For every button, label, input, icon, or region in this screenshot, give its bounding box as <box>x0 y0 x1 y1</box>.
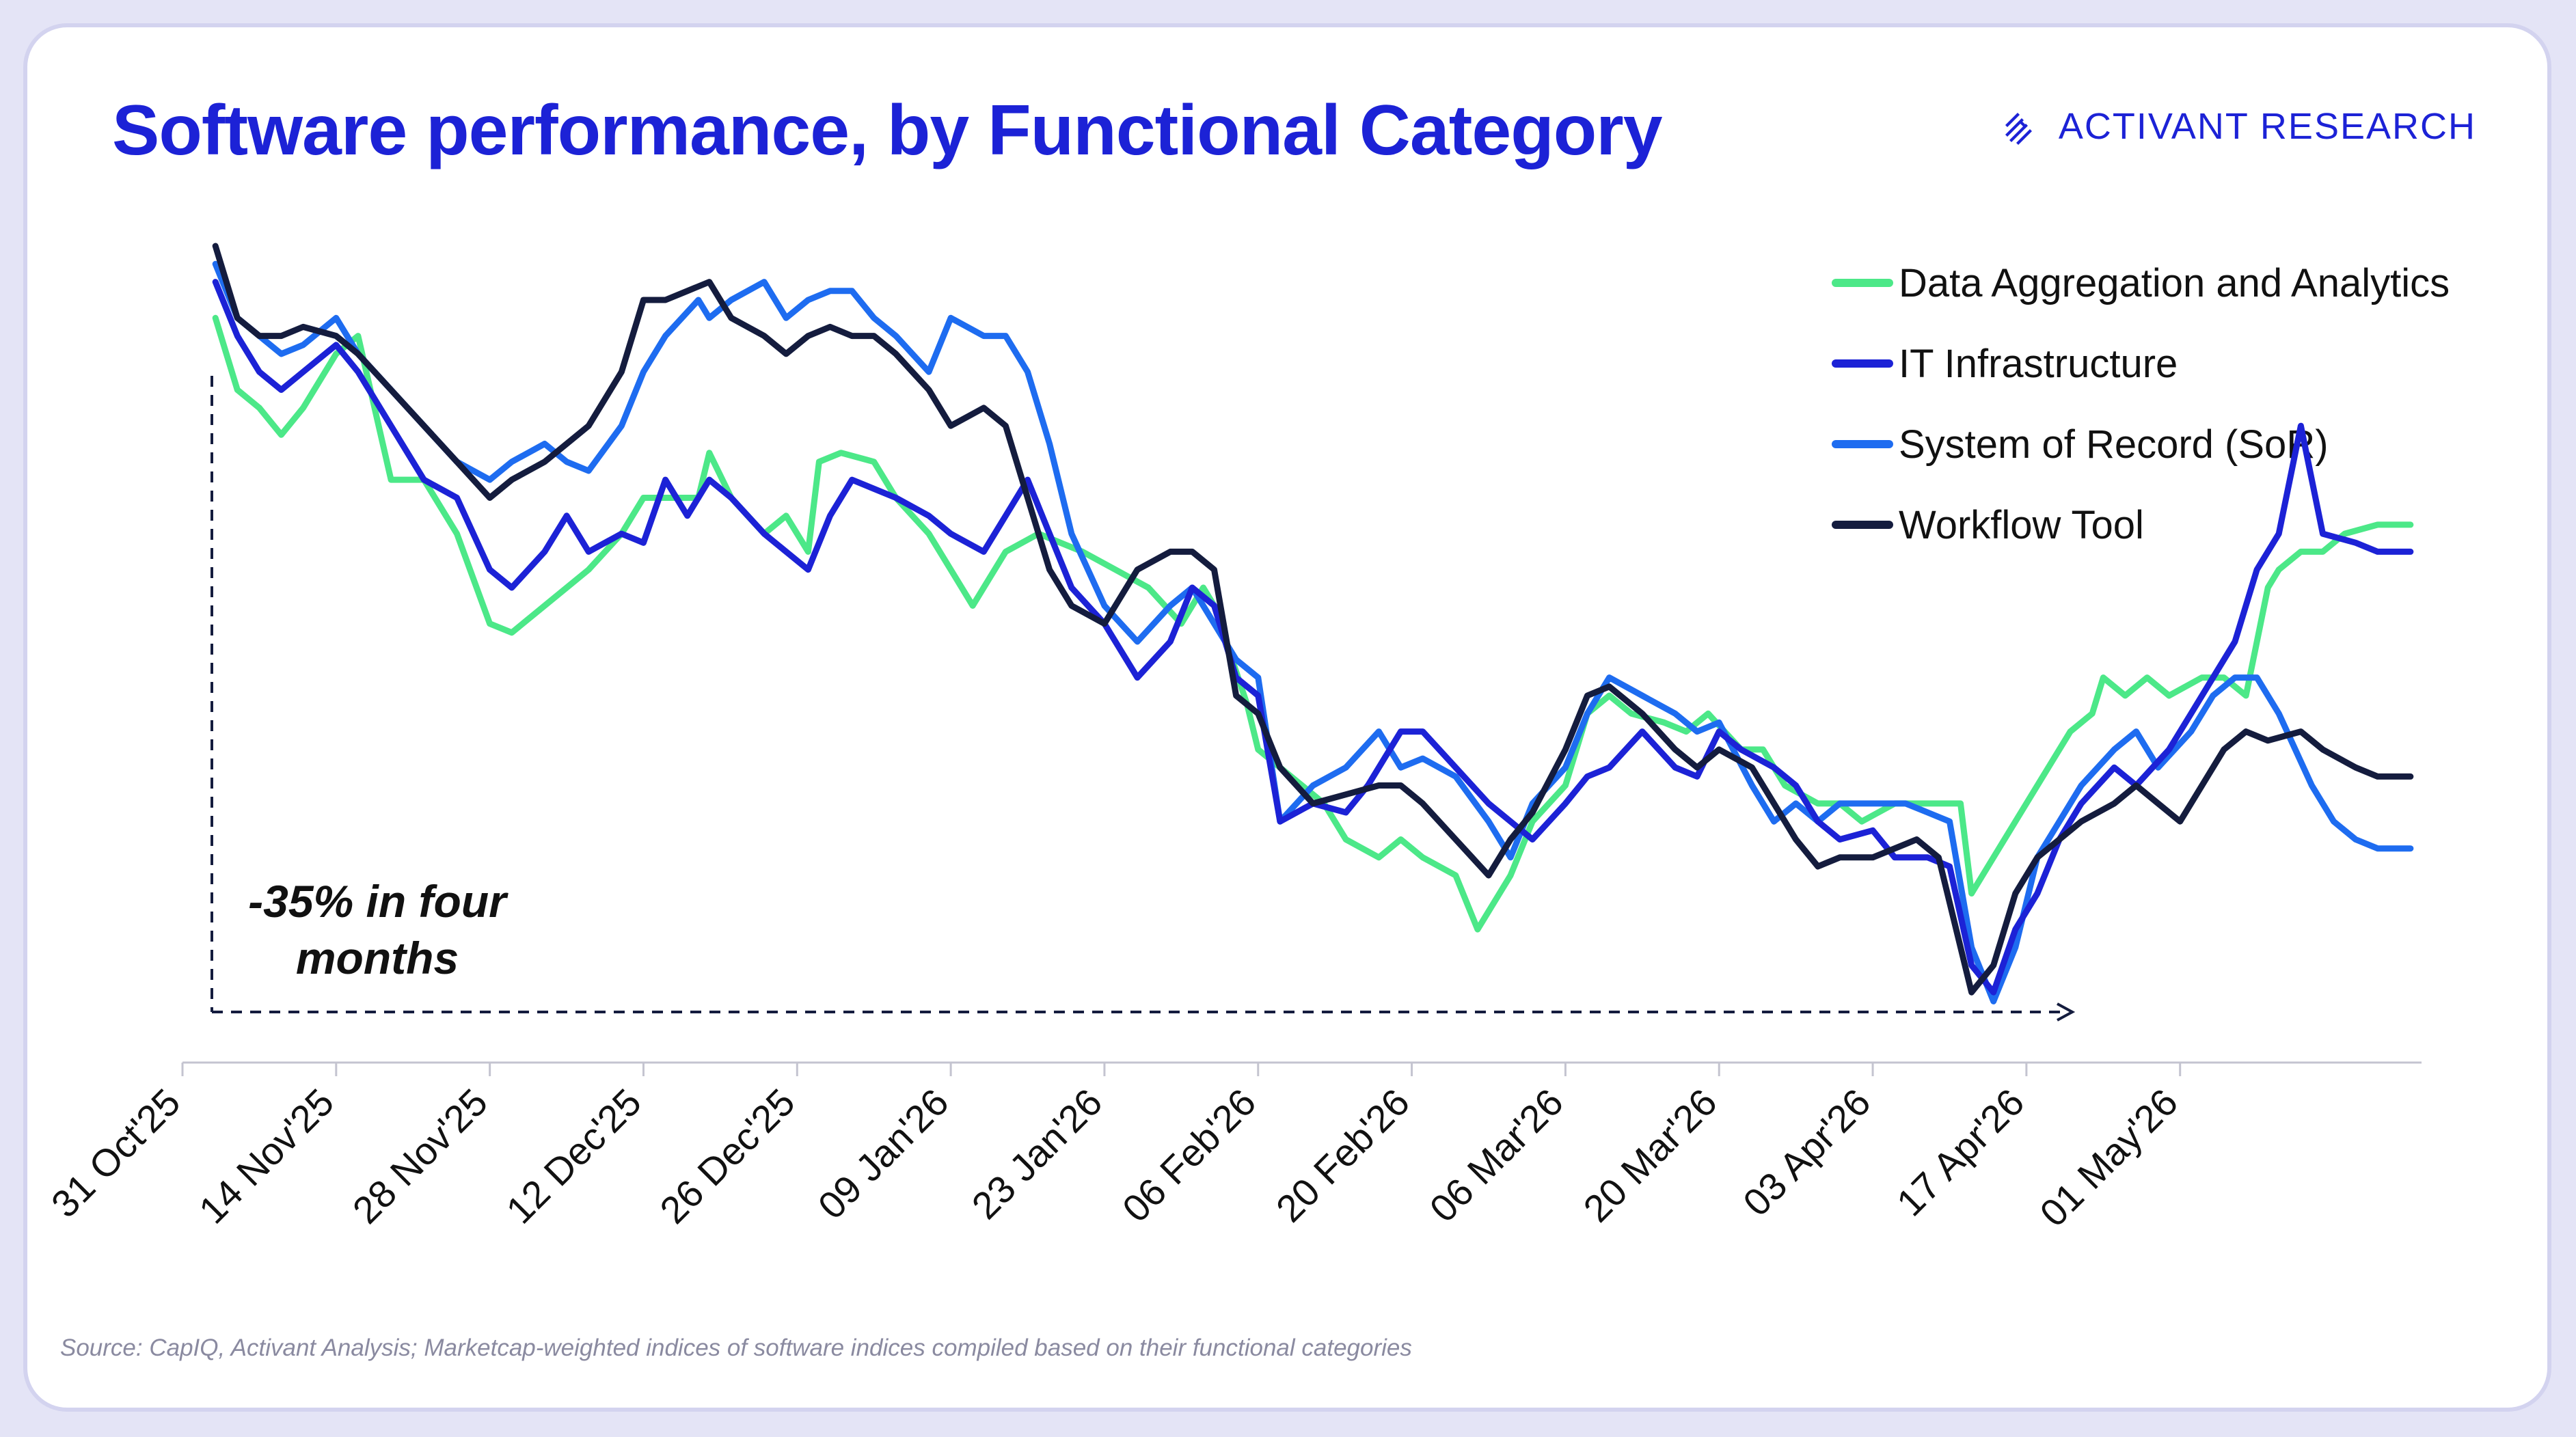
x-tick-label: 09 Jan'26 <box>810 1080 957 1227</box>
brand: ACTIVANT RESEARCH <box>2001 97 2476 156</box>
legend-item-workflow-tool: Workflow Tool <box>1832 484 2450 565</box>
legend-label: Data Aggregation and Analytics <box>1899 260 2450 305</box>
x-tick-label: 06 Mar'26 <box>1421 1080 1571 1230</box>
x-tick-label: 01 May'26 <box>2031 1080 2186 1235</box>
series-line-data-aggregation-and-analytics <box>212 314 2414 933</box>
chart-title: Software performance, by Functional Cate… <box>112 91 1663 170</box>
legend-item-system-of-record-sor: System of Record (SoR) <box>1832 404 2450 484</box>
annotation-arrowhead <box>2057 1002 2076 1022</box>
x-tick-label: 06 Feb'26 <box>1114 1080 1264 1230</box>
drawdown-annotation: -35% in four months <box>211 376 2076 1022</box>
series-line-it-infrastructure <box>212 279 2414 996</box>
x-axis: 31 Oct'25 14 Nov'25 28 Nov'25 12 Dec'25 26 D… <box>43 1061 2422 1235</box>
legend-label: Workflow Tool <box>1899 502 2144 547</box>
x-tick-label: 20 Mar'26 <box>1575 1080 1724 1230</box>
x-tick-label: 17 Apr'26 <box>1888 1080 2033 1224</box>
x-tick-label: 28 Nov'25 <box>344 1080 496 1232</box>
brand-name: ACTIVANT RESEARCH <box>2058 106 2476 147</box>
series-line-system-of-record-sor <box>212 260 2414 1004</box>
activant-chevrons-icon <box>2005 113 2032 145</box>
x-tick-label: 23 Jan'26 <box>963 1080 1110 1227</box>
x-tick-label: 03 Apr'26 <box>1735 1080 1879 1224</box>
legend-swatch <box>1832 279 1893 287</box>
annotation-text-line1: -35% in four <box>248 876 509 927</box>
legend-item-data-aggregation-and-analytics: Data Aggregation and Analytics <box>1832 243 2450 323</box>
series-layer <box>212 243 2414 1004</box>
chart-card: Software performance, by Functional Cate… <box>27 27 2547 1408</box>
x-tick-label: 20 Feb'26 <box>1268 1080 1418 1230</box>
legend-swatch <box>1832 440 1893 448</box>
line-chart: 31 Oct'25 14 Nov'25 28 Nov'25 12 Dec'25 26 D… <box>43 243 2422 1235</box>
legend-swatch <box>1832 359 1893 368</box>
chart-legend: Data Aggregation and Analytics IT Infrast… <box>1832 243 2450 565</box>
source-note: Source: CapIQ, Activant Analysis; Market… <box>60 1335 1412 1361</box>
annotation-text-line2: months <box>296 933 459 983</box>
x-tick-label: 31 Oct'25 <box>43 1080 189 1226</box>
x-tick-label: 12 Dec'25 <box>498 1080 649 1232</box>
legend-label: IT Infrastructure <box>1899 341 2178 386</box>
legend-swatch <box>1832 521 1893 529</box>
x-tick-label: 14 Nov'25 <box>191 1080 342 1232</box>
x-tick-label: 26 Dec'25 <box>651 1080 803 1232</box>
series-line-workflow-tool <box>212 243 2414 996</box>
legend-label: System of Record (SoR) <box>1899 422 2329 467</box>
legend-item-it-infrastructure: IT Infrastructure <box>1832 323 2450 404</box>
